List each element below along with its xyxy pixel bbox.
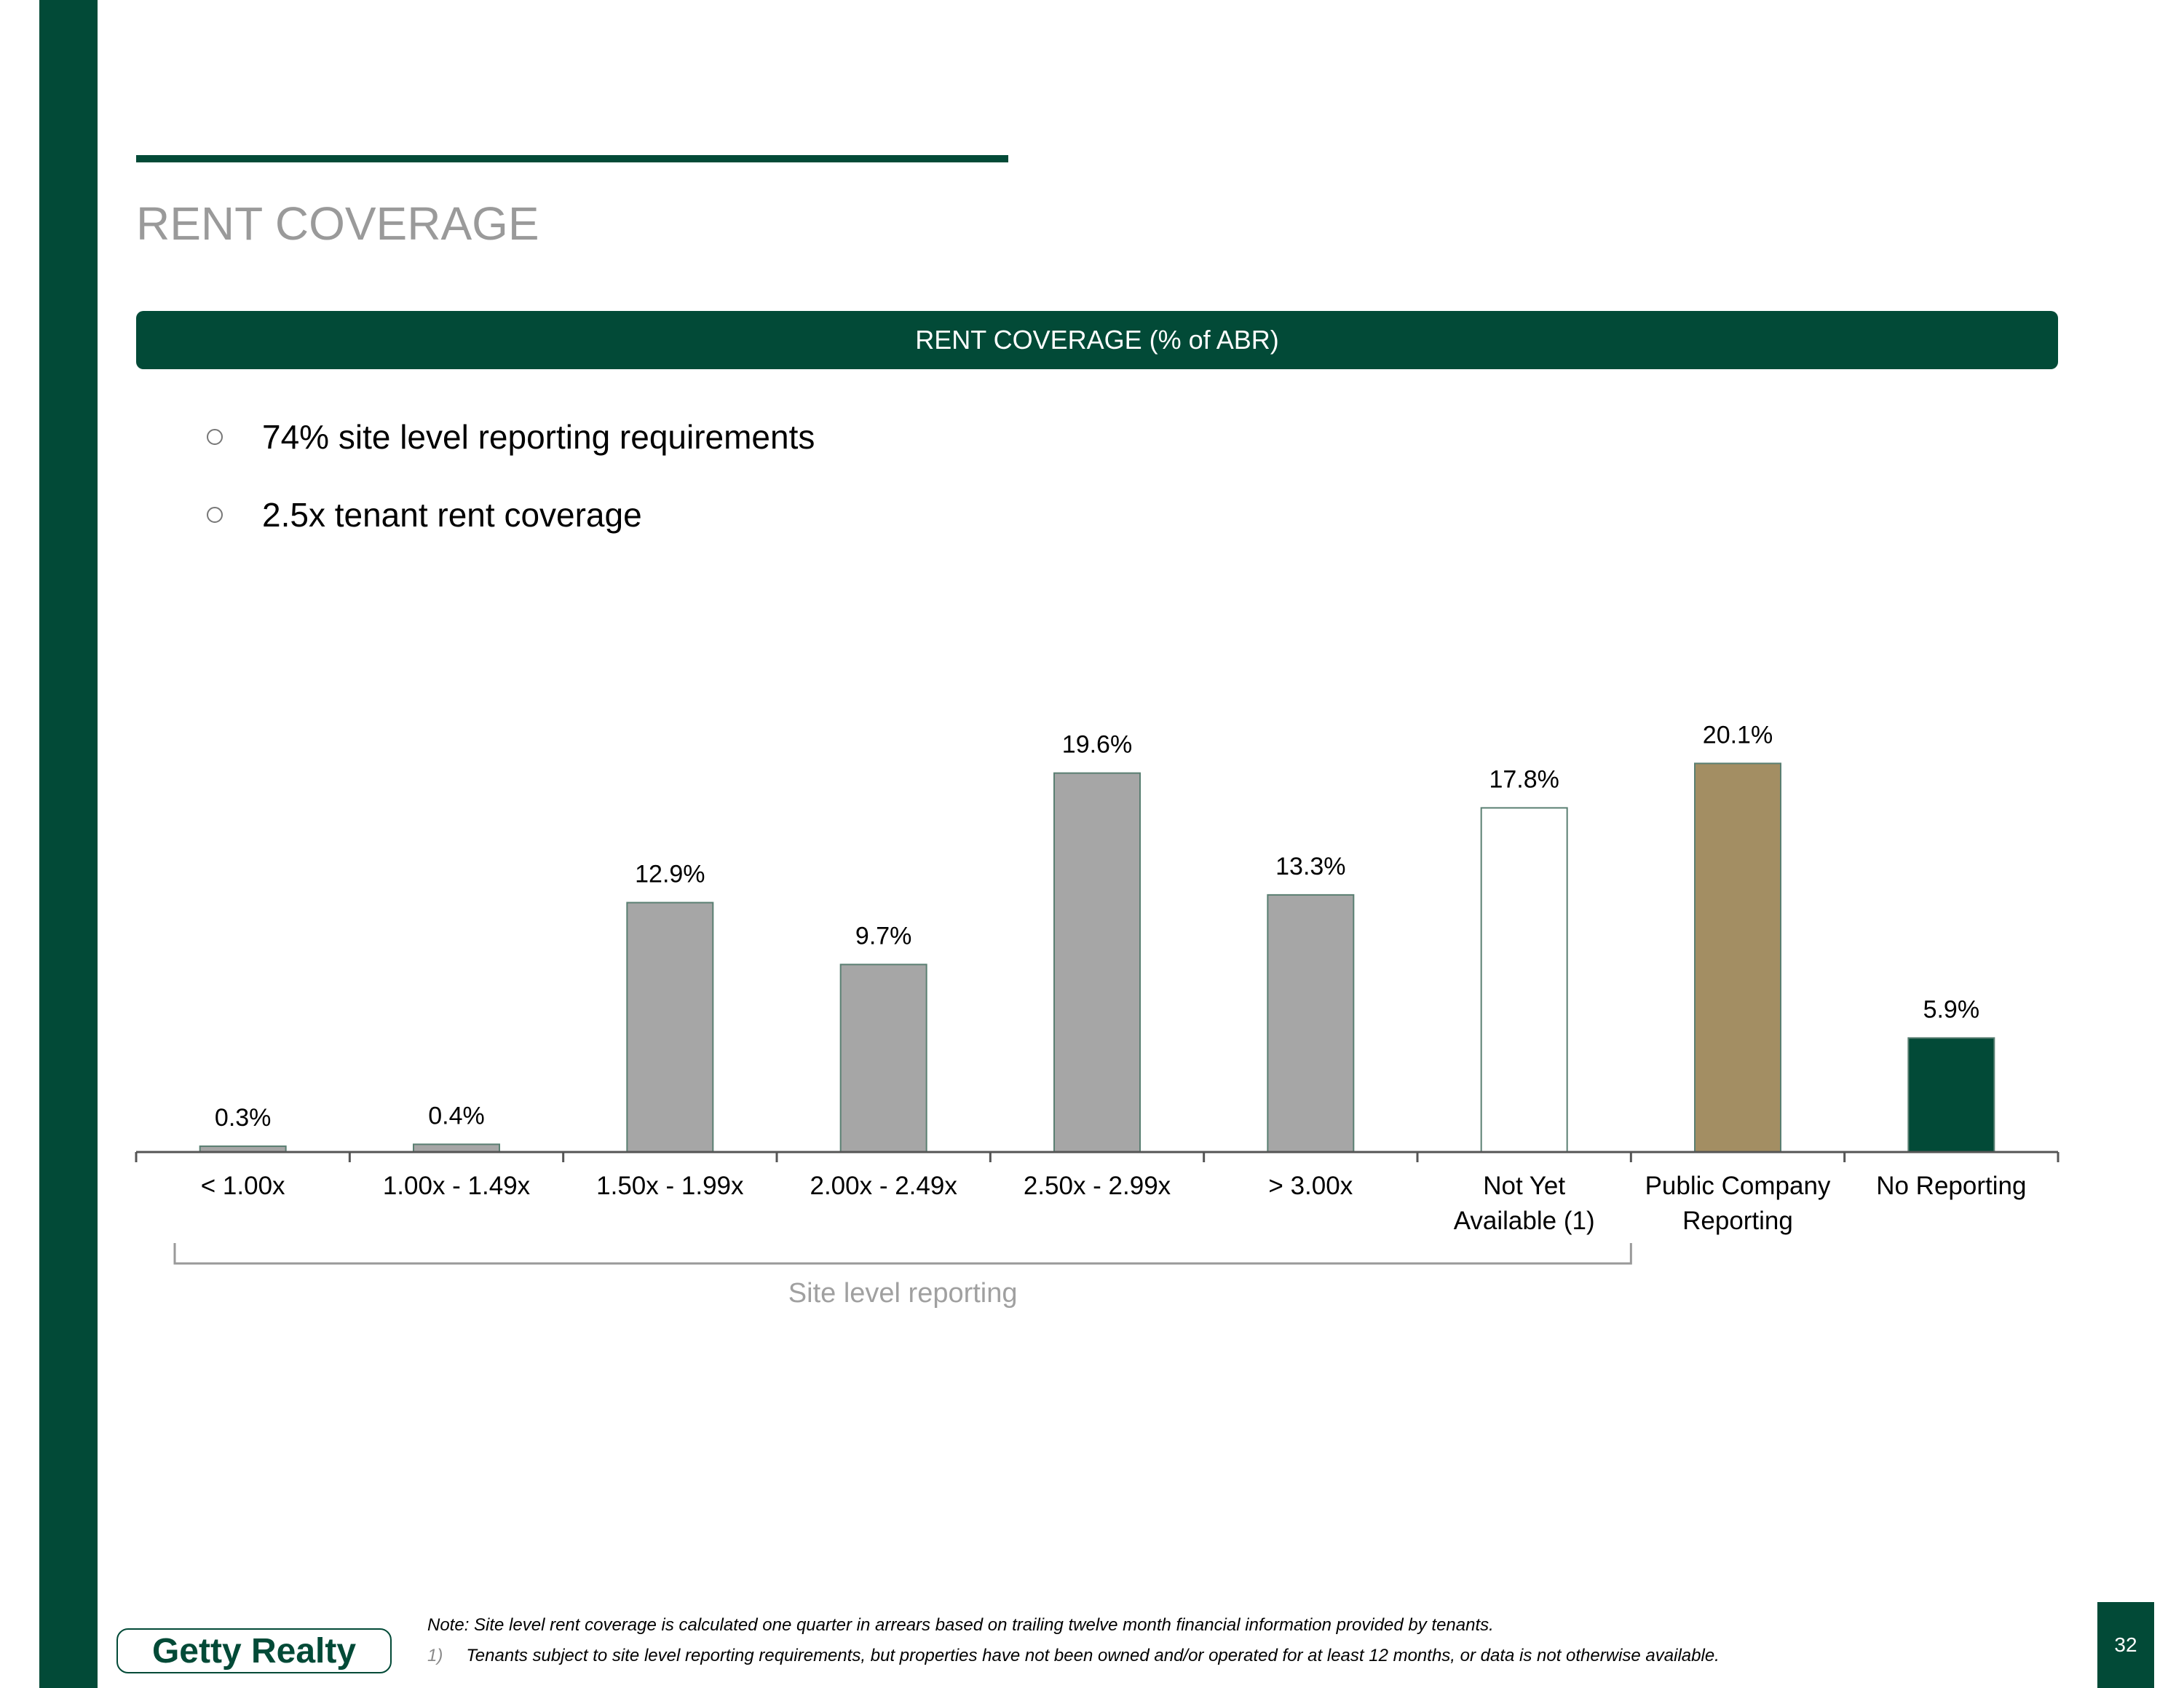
bullet-item-1: 74% site level reporting requirements	[207, 417, 1226, 457]
category-label-5: > 3.00x	[1268, 1172, 1353, 1200]
footnote: 1) Tenants subject to site level reportin…	[427, 1646, 1720, 1666]
value-label-1: 0.4%	[428, 1102, 485, 1129]
bar-2	[626, 902, 714, 1153]
value-label-7: 20.1%	[1703, 721, 1773, 749]
page-number: 32	[2097, 1602, 2154, 1688]
title-rule	[136, 155, 1008, 162]
getty-realty-logo: Getty Realty	[116, 1628, 392, 1673]
footer-note: Note: Site level rent coverage is calcul…	[427, 1615, 1494, 1635]
value-label-8: 5.9%	[1923, 995, 1980, 1023]
category-label-1: 1.00x - 1.49x	[383, 1172, 531, 1200]
bar-1	[413, 1143, 500, 1153]
value-label-2: 12.9%	[635, 861, 705, 888]
category-label-4: 2.50x - 2.99x	[1024, 1172, 1171, 1200]
value-label-0: 0.3%	[215, 1104, 272, 1132]
value-label-3: 9.7%	[855, 922, 912, 950]
bullet-text-2: 2.5x tenant rent coverage	[262, 496, 642, 534]
bar-3	[839, 963, 927, 1153]
bar-5	[1267, 894, 1355, 1153]
bar-6	[1480, 807, 1568, 1153]
chart-header-banner: RENT COVERAGE (% of ABR)	[136, 311, 2058, 369]
value-label-5: 13.3%	[1275, 853, 1345, 880]
bar-7	[1694, 762, 1781, 1153]
category-label-3: 2.00x - 2.49x	[810, 1172, 957, 1200]
category-label-0: < 1.00x	[201, 1172, 285, 1200]
value-label-4: 19.6%	[1062, 731, 1132, 759]
value-label-6: 17.8%	[1489, 765, 1559, 793]
bar-4	[1053, 772, 1141, 1153]
bullet-item-2: 2.5x tenant rent coverage	[207, 495, 1226, 535]
annotation-bracket	[173, 1243, 1632, 1265]
category-label-8: No Reporting	[1876, 1172, 2026, 1200]
footnote-number: 1)	[427, 1646, 443, 1665]
category-label-7: Public Company Reporting	[1645, 1172, 1831, 1235]
footnote-text: Tenants subject to site level reporting …	[466, 1646, 1720, 1665]
bullet-text-1: 74% site level reporting requirements	[262, 418, 815, 456]
circle-bullet-icon	[207, 507, 223, 523]
category-label-6: Not Yet Available (1)	[1454, 1172, 1595, 1235]
annotation-label: Site level reporting	[788, 1278, 1018, 1309]
left-accent-bar	[39, 0, 98, 1688]
circle-bullet-icon	[207, 429, 223, 445]
bar-8	[1907, 1037, 1995, 1153]
category-label-2: 1.50x - 1.99x	[596, 1172, 744, 1200]
page-title: RENT COVERAGE	[136, 197, 539, 250]
